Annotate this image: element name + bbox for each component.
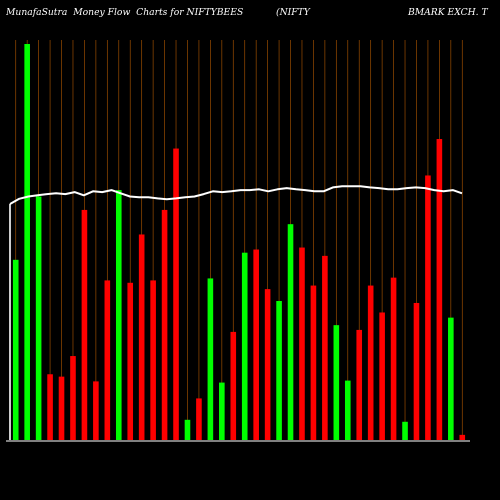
money-flow-bar bbox=[448, 317, 454, 440]
money-flow-bar bbox=[333, 325, 340, 440]
money-flow-bar bbox=[390, 277, 397, 440]
money-flow-bar bbox=[241, 252, 248, 440]
money-flow-bar bbox=[81, 209, 88, 440]
money-flow-bar bbox=[322, 255, 328, 440]
money-flow-bar bbox=[310, 285, 317, 440]
money-flow-bar bbox=[367, 285, 374, 440]
money-flow-bar bbox=[93, 381, 99, 440]
money-flow-bar bbox=[344, 380, 351, 440]
money-flow-bar bbox=[402, 421, 408, 440]
chart-title-exchange: BMARK EXCH. T bbox=[408, 7, 488, 18]
money-flow-bar bbox=[35, 196, 42, 440]
money-flow-bar bbox=[207, 278, 214, 440]
money-flow-bar bbox=[264, 289, 271, 440]
money-flow-bar bbox=[276, 301, 282, 440]
money-flow-bar bbox=[219, 382, 225, 440]
money-flow-bar bbox=[459, 434, 466, 440]
money-flow-bar bbox=[196, 398, 202, 440]
chart-title-index: (NIFTY bbox=[276, 7, 310, 18]
money-flow-bar bbox=[70, 356, 76, 440]
chart-title: MunafaSutra Money Flow Charts for NIFTYB… bbox=[6, 7, 496, 21]
money-flow-bar bbox=[150, 280, 156, 440]
money-flow-bar bbox=[58, 376, 65, 440]
chart-title-main: MunafaSutra Money Flow Charts for NIFTYB… bbox=[6, 7, 244, 18]
money-flow-bar bbox=[184, 419, 191, 440]
money-flow-line bbox=[9, 185, 463, 205]
money-flow-bar bbox=[12, 259, 19, 440]
money-flow-bar bbox=[161, 209, 168, 440]
money-flow-bar bbox=[413, 302, 420, 440]
money-flow-bar bbox=[287, 224, 294, 440]
money-flow-bar bbox=[115, 190, 122, 440]
money-flow-bar bbox=[299, 247, 305, 440]
money-flow-line-layer bbox=[9, 185, 463, 440]
money-flow-bar bbox=[253, 249, 259, 440]
money-flow-bars bbox=[12, 44, 466, 441]
money-flow-bar bbox=[356, 329, 363, 440]
money-flow-bar bbox=[425, 175, 431, 441]
money-flow-bar bbox=[436, 139, 443, 441]
money-flow-bar bbox=[24, 44, 30, 440]
money-flow-bar bbox=[47, 374, 53, 440]
money-flow-bar bbox=[138, 234, 145, 440]
money-flow-bar bbox=[104, 280, 111, 440]
money-flow-bar bbox=[173, 148, 179, 440]
money-flow-bar bbox=[230, 331, 237, 440]
money-flow-bar bbox=[127, 282, 134, 440]
money-flow-bar bbox=[379, 312, 385, 440]
